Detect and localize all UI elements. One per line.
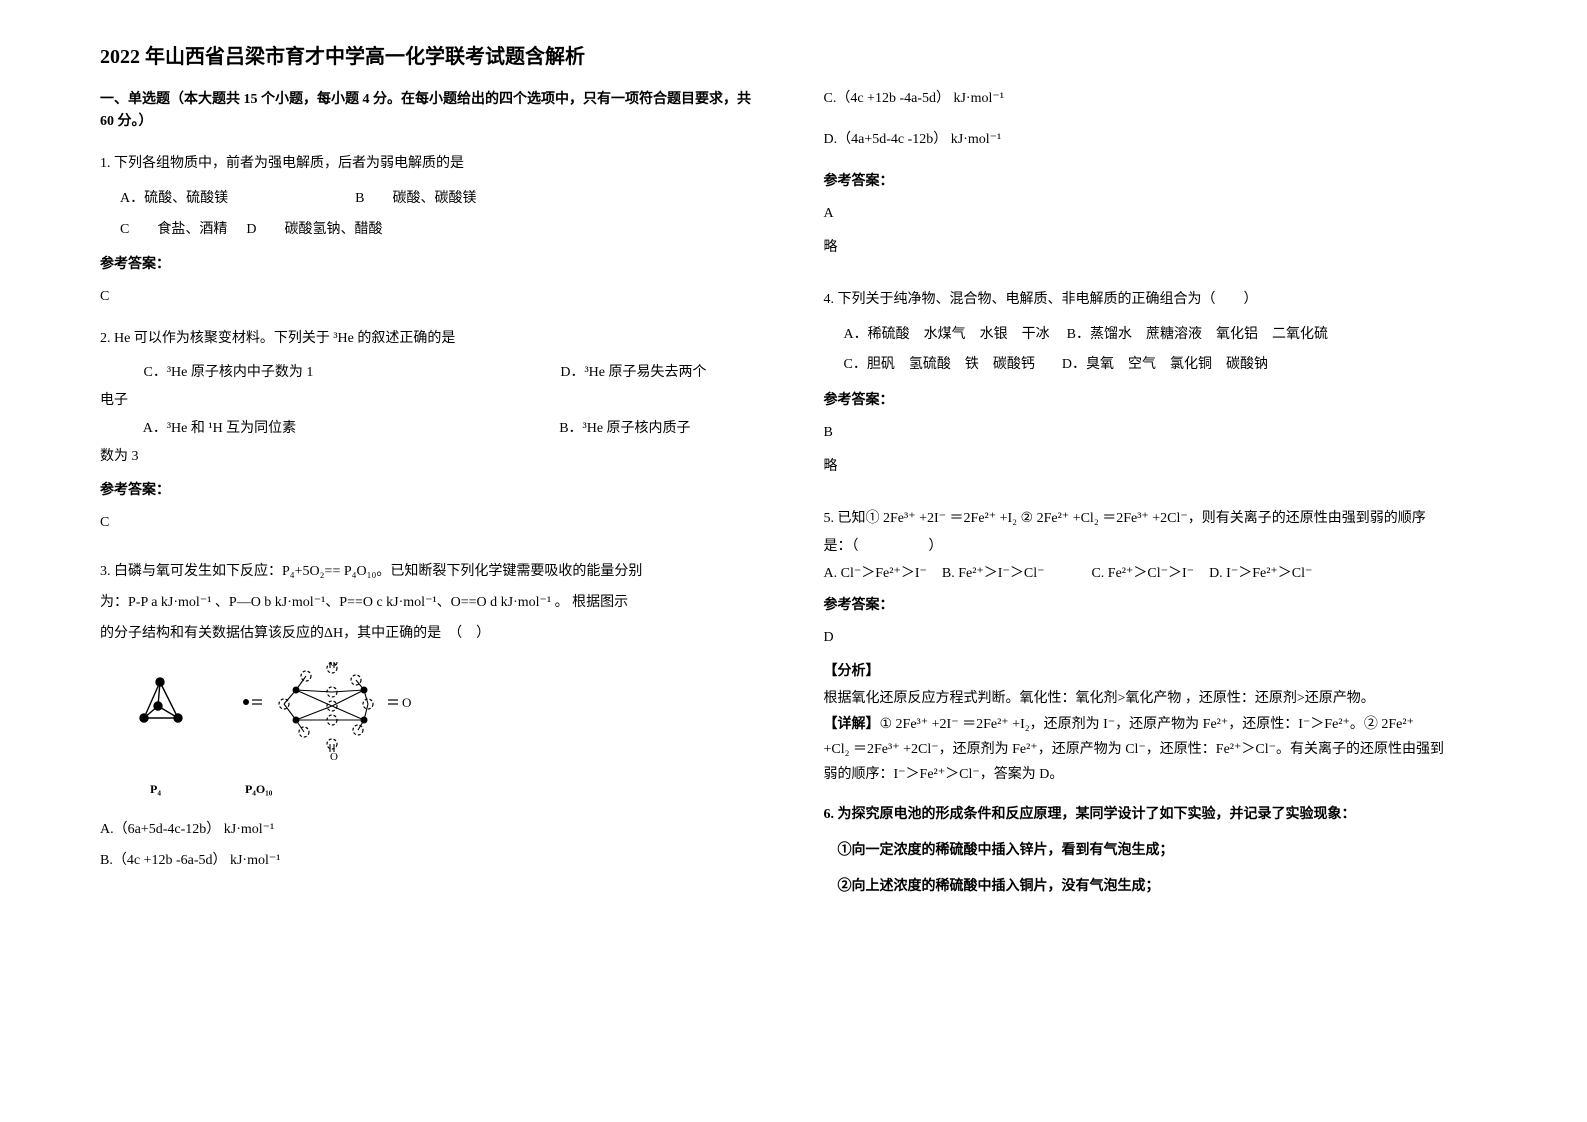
q4-text: 4. 下列关于纯净物、混合物、电解质、非电解质的正确组合为（ ） — [824, 286, 1488, 314]
question-3-cont: C.（4c +12b -4a-5d） kJ·mol⁻¹ D.（4a+5d-4c … — [824, 84, 1488, 272]
q3-line2: 为：P-P a kJ·mol⁻¹ 、P—O b kJ·mol⁻¹、P==O c … — [100, 588, 764, 619]
q6-text: 6. 为探究原电池的形成条件和反应原理，某同学设计了如下实验，并记录了实验现象： — [824, 801, 1488, 829]
question-5: 5. 已知① 2Fe³⁺ +2I⁻ ＝2Fe²⁺ +I₂ ② 2Fe²⁺ +Cl… — [824, 505, 1488, 787]
q3-diagram: O O O P₄ P₄O₁₀ — [136, 662, 764, 801]
q3-opt-b: B.（4c +12b -6a-5d） kJ·mol⁻¹ — [100, 846, 764, 877]
q1-text: 1. 下列各组物质中，前者为强电解质，后者为弱电解质的是 — [100, 150, 764, 178]
q5-analysis: 根据氧化还原反应方程式判断。氧化性：氧化剂>氧化产物 ，还原性：还原剂>还原产物… — [824, 686, 1488, 711]
q4-opt-a: A．稀硫酸 水煤气 水银 干冰 — [844, 327, 1050, 342]
q2-opt-a: A．³He 和 ¹H 互为同位素 — [143, 421, 296, 436]
q5-detail2: +Cl₂ ＝2Fe³⁺ +2Cl⁻，还原剂为 Fe²⁺，还原产物为 Cl⁻，还原… — [824, 737, 1488, 762]
fig-label-p4: P₄ — [150, 777, 161, 801]
q5-analysis-label: 【分析】 — [824, 658, 1488, 686]
q2-row-ab: A．³He 和 ¹H 互为同位素 B．³He 原子核内质子 — [100, 415, 764, 443]
q5-answer-label: 参考答案： — [824, 592, 1488, 620]
q4-opt-b: B．蒸馏水 蔗糖溶液 氧化铝 二氧化硫 — [1067, 327, 1328, 342]
q4-options: A．稀硫酸 水煤气 水银 干冰 B．蒸馏水 蔗糖溶液 氧化铝 二氧化硫 C．胆矾… — [844, 320, 1488, 382]
q3-line1: 3. 白磷与氧可发生如下反应：P₄+5O₂== P₄O₁₀。已知断裂下列化学键需… — [100, 557, 764, 588]
q5-options: A. Cl⁻＞Fe²⁺＞I⁻ B. Fe²⁺＞I⁻＞Cl⁻ C. Fe²⁺＞Cl… — [824, 561, 1488, 586]
q5-opt-b: B. Fe²⁺＞I⁻＞Cl⁻ — [942, 566, 1045, 581]
q1-answer-label: 参考答案： — [100, 251, 764, 279]
q5-opt-a: A. Cl⁻＞Fe²⁺＞I⁻ — [824, 566, 927, 581]
q5-opt-d: D. I⁻＞Fe²⁺＞Cl⁻ — [1209, 566, 1312, 581]
q5-detail: 【详解】① 2Fe³⁺ +2I⁻ ＝2Fe²⁺ +I₂，还原剂为 I⁻，还原产物… — [824, 712, 1488, 737]
q5-line1: 5. 已知① 2Fe³⁺ +2I⁻ ＝2Fe²⁺ +I₂ ② 2Fe²⁺ +Cl… — [824, 505, 1488, 533]
q1-options: A．硫酸、硫酸镁 B 碳酸、碳酸镁 C 食盐、酒精 D 碳酸氢钠、醋酸 — [120, 184, 764, 246]
q5-answer: D — [824, 624, 1488, 652]
q3-brief: 略 — [824, 234, 1488, 262]
q2-optd-cont: 电子 — [100, 387, 764, 415]
q3-answer-label: 参考答案： — [824, 168, 1488, 196]
q2-row-cd: C．³He 原子核内中子数为 1 D．³He 原子易失去两个 — [100, 359, 764, 387]
q4-answer: B — [824, 419, 1488, 447]
svg-text:O: O — [402, 695, 411, 710]
q6-line2: ②向上述浓度的稀硫酸中插入铜片，没有气泡生成； — [838, 873, 1488, 901]
q5-detail-label: 【详解】 — [824, 717, 880, 732]
q4-opt-d: D．臭氧 空气 氯化铜 碳酸钠 — [1062, 357, 1268, 372]
page-title: 2022 年山西省吕梁市育才中学高一化学联考试题含解析 — [100, 40, 764, 69]
q1-opt-a: A．硫酸、硫酸镁 — [120, 191, 228, 206]
q1-answer: C — [100, 283, 764, 311]
q5-detail3: 弱的顺序：I⁻＞Fe²⁺＞Cl⁻，答案为 D。 — [824, 762, 1488, 787]
q3-fig-labels: P₄ P₄O₁₀ — [150, 777, 764, 801]
svg-text:O: O — [330, 662, 338, 669]
molecule-svg: O O O — [136, 662, 426, 762]
q2-opt-b: B．³He 原子核内质子 — [559, 421, 690, 436]
q5-detail1: ① 2Fe³⁺ +2I⁻ ＝2Fe²⁺ +I₂，还原剂为 I⁻，还原产物为 Fe… — [880, 717, 1414, 732]
q3-opt-d: D.（4a+5d-4c -12b） kJ·mol⁻¹ — [824, 125, 1488, 156]
q5-line2: 是：（ ） — [824, 533, 1488, 561]
fig-label-p4o10: P₄O₁₀ — [245, 777, 272, 801]
q2-answer: C — [100, 509, 764, 537]
q5-opt-c: C. Fe²⁺＞Cl⁻＞I⁻ — [1091, 566, 1194, 581]
q2-optb-cont: 数为 3 — [100, 443, 764, 471]
q3-line3: 的分子结构和有关数据估算该反应的ΔH，其中正确的是 （ ） — [100, 619, 764, 650]
question-2: 2. He 可以作为核聚变材料。下列关于 ³He 的叙述正确的是 C．³He 原… — [100, 325, 764, 543]
q1-opt-b: B 碳酸、碳酸镁 — [355, 191, 476, 206]
q1-opt-c: C 食盐、酒精 — [120, 222, 227, 237]
q4-brief: 略 — [824, 453, 1488, 481]
question-1: 1. 下列各组物质中，前者为强电解质，后者为弱电解质的是 A．硫酸、硫酸镁 B … — [100, 150, 764, 318]
q2-answer-label: 参考答案： — [100, 477, 764, 505]
q6-line1: ①向一定浓度的稀硫酸中插入锌片，看到有气泡生成； — [838, 837, 1488, 865]
question-3: 3. 白磷与氧可发生如下反应：P₄+5O₂== P₄O₁₀。已知断裂下列化学键需… — [100, 557, 764, 876]
section-intro: 一、单选题（本大题共 15 个小题，每小题 4 分。在每小题给出的四个选项中，只… — [100, 89, 764, 134]
q4-opt-c: C．胆矾 氢硫酸 铁 碳酸钙 — [844, 357, 1035, 372]
q4-answer-label: 参考答案： — [824, 387, 1488, 415]
q2-text: 2. He 可以作为核聚变材料。下列关于 ³He 的叙述正确的是 — [100, 325, 764, 353]
q3-opt-c: C.（4c +12b -4a-5d） kJ·mol⁻¹ — [824, 84, 1488, 115]
q3-opt-a: A.（6a+5d-4c-12b） kJ·mol⁻¹ — [100, 815, 764, 846]
q1-opt-d: D 碳酸氢钠、醋酸 — [246, 222, 382, 237]
q2-opt-d: D．³He 原子易失去两个 — [560, 365, 706, 380]
svg-text:O: O — [330, 751, 338, 762]
right-column: C.（4c +12b -4a-5d） kJ·mol⁻¹ D.（4a+5d-4c … — [824, 40, 1488, 1082]
left-column: 2022 年山西省吕梁市育才中学高一化学联考试题含解析 一、单选题（本大题共 1… — [100, 40, 764, 1082]
question-6: 6. 为探究原电池的形成条件和反应原理，某同学设计了如下实验，并记录了实验现象：… — [824, 801, 1488, 901]
question-4: 4. 下列关于纯净物、混合物、电解质、非电解质的正确组合为（ ） A．稀硫酸 水… — [824, 286, 1488, 492]
q2-opt-c: C．³He 原子核内中子数为 1 — [144, 365, 314, 380]
q3-answer: A — [824, 200, 1488, 228]
